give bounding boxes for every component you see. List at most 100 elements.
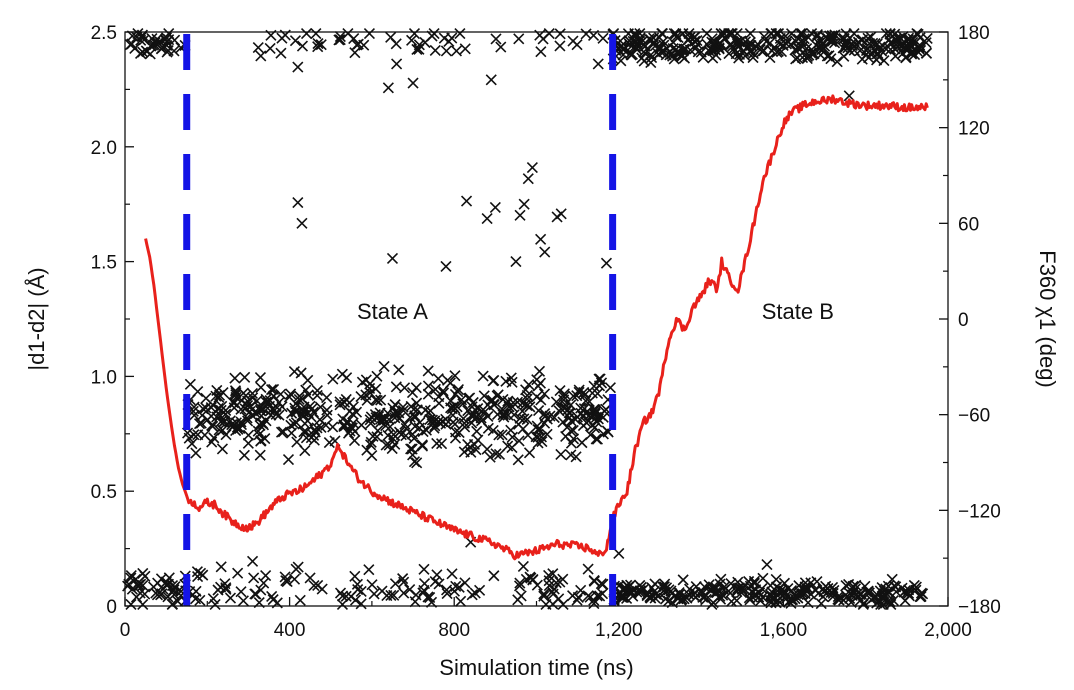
dihedral-point (761, 558, 773, 571)
dihedral-point (126, 583, 138, 595)
dihedral-point (186, 438, 198, 450)
dihedral-point (756, 591, 769, 603)
dihedral-point (293, 390, 306, 402)
dihedral-point (877, 593, 889, 605)
dihedral-point (731, 586, 743, 598)
dihedral-point (441, 587, 453, 600)
dihedral-point (216, 400, 228, 412)
dihedral-point (348, 32, 360, 45)
dihedral-point (684, 31, 696, 43)
dihedral-point (265, 384, 278, 396)
dihedral-point (285, 427, 298, 439)
dihedral-point (688, 31, 700, 43)
dihedral-point (513, 33, 525, 45)
dihedral-point (815, 598, 827, 610)
dihedral-point (418, 584, 430, 597)
dihedral-point (218, 416, 230, 428)
dihedral-point (462, 438, 474, 451)
dihedral-point (449, 418, 461, 430)
dihedral-point (584, 429, 597, 441)
dihedral-point (541, 413, 553, 425)
dihedral-point (350, 406, 363, 418)
dihedral-point (588, 598, 600, 610)
dihedral-point (487, 375, 499, 387)
dihedral-point (366, 579, 378, 591)
dihedral-point (241, 412, 253, 424)
dihedral-point (827, 591, 839, 603)
y-right-tick-label: 0 (958, 310, 969, 331)
state-boundary-lines (183, 34, 617, 606)
dihedral-point (214, 410, 226, 422)
dihedral-point (796, 28, 808, 40)
dihedral-point (283, 391, 295, 403)
dihedral-point (518, 198, 530, 210)
dihedral-point (440, 418, 452, 430)
dihedral-point (422, 388, 434, 400)
dihedral-point (680, 591, 692, 603)
dihedral-point (391, 58, 403, 70)
dihedral-point (592, 413, 604, 425)
dihedral-point (433, 578, 445, 590)
dihedral-point (296, 403, 308, 415)
dihedral-point (460, 195, 473, 207)
dihedral-point (429, 44, 441, 57)
dihedral-point (554, 384, 566, 397)
dihedral-point (224, 592, 237, 604)
dihedral-point (708, 37, 720, 49)
dihedral-point (312, 38, 324, 50)
dihedral-point (188, 401, 200, 413)
dihedral-point (577, 411, 589, 423)
dihedral-point (459, 577, 471, 589)
dihedral-point (340, 590, 352, 602)
dihedral-point (747, 52, 759, 64)
dihedral-point (862, 32, 874, 44)
dihedral-point (850, 579, 862, 591)
dihedral-point (294, 594, 306, 606)
dihedral-point (613, 547, 625, 559)
dihedral-point (600, 257, 613, 269)
dihedral-point (677, 574, 689, 586)
dihedral-point (843, 90, 855, 102)
dihedral-point (265, 409, 277, 421)
dihedral-point (378, 412, 390, 424)
dihedral-point (615, 55, 627, 67)
dihedral-point (680, 43, 692, 55)
dihedral-point (903, 590, 915, 602)
dihedral-point (349, 594, 362, 606)
dihedral-point (792, 42, 804, 54)
dihedral-point (235, 586, 247, 598)
dihedral-point (211, 384, 223, 396)
dihedral-point (125, 598, 137, 610)
dihedral-point (730, 48, 742, 60)
y-right-tick-label: −180 (958, 597, 1001, 618)
dihedral-point (352, 583, 364, 596)
dihedral-point (275, 47, 287, 59)
dihedral-point (841, 35, 853, 47)
dihedral-point (260, 393, 272, 405)
dihedral-point (437, 385, 449, 397)
dihedral-point (531, 579, 543, 591)
dihedral-point (863, 52, 875, 64)
dihedral-point (505, 372, 517, 384)
dihedral-point (827, 35, 839, 47)
dihedral-point (481, 212, 493, 225)
dihedral-point (780, 593, 792, 605)
y-right-tick-label: 60 (958, 214, 979, 235)
dihedral-point (547, 598, 559, 610)
dihedral-point (290, 417, 302, 429)
dihedral-point (450, 45, 463, 57)
dihedral-point (667, 36, 679, 48)
dihedral-point (915, 590, 927, 603)
dihedral-point (531, 420, 543, 432)
dihedral-point (668, 53, 680, 65)
dihedral-point (267, 594, 279, 606)
dihedral-point (637, 39, 649, 51)
dihedral-point (273, 396, 285, 409)
dihedral-point (763, 37, 776, 49)
dihedral-point (876, 581, 888, 594)
dihedral-point (653, 41, 665, 53)
dihedral-point (512, 594, 524, 606)
dihedral-point (161, 39, 173, 51)
dihedral-point (772, 45, 784, 57)
dihedral-point (344, 425, 356, 437)
